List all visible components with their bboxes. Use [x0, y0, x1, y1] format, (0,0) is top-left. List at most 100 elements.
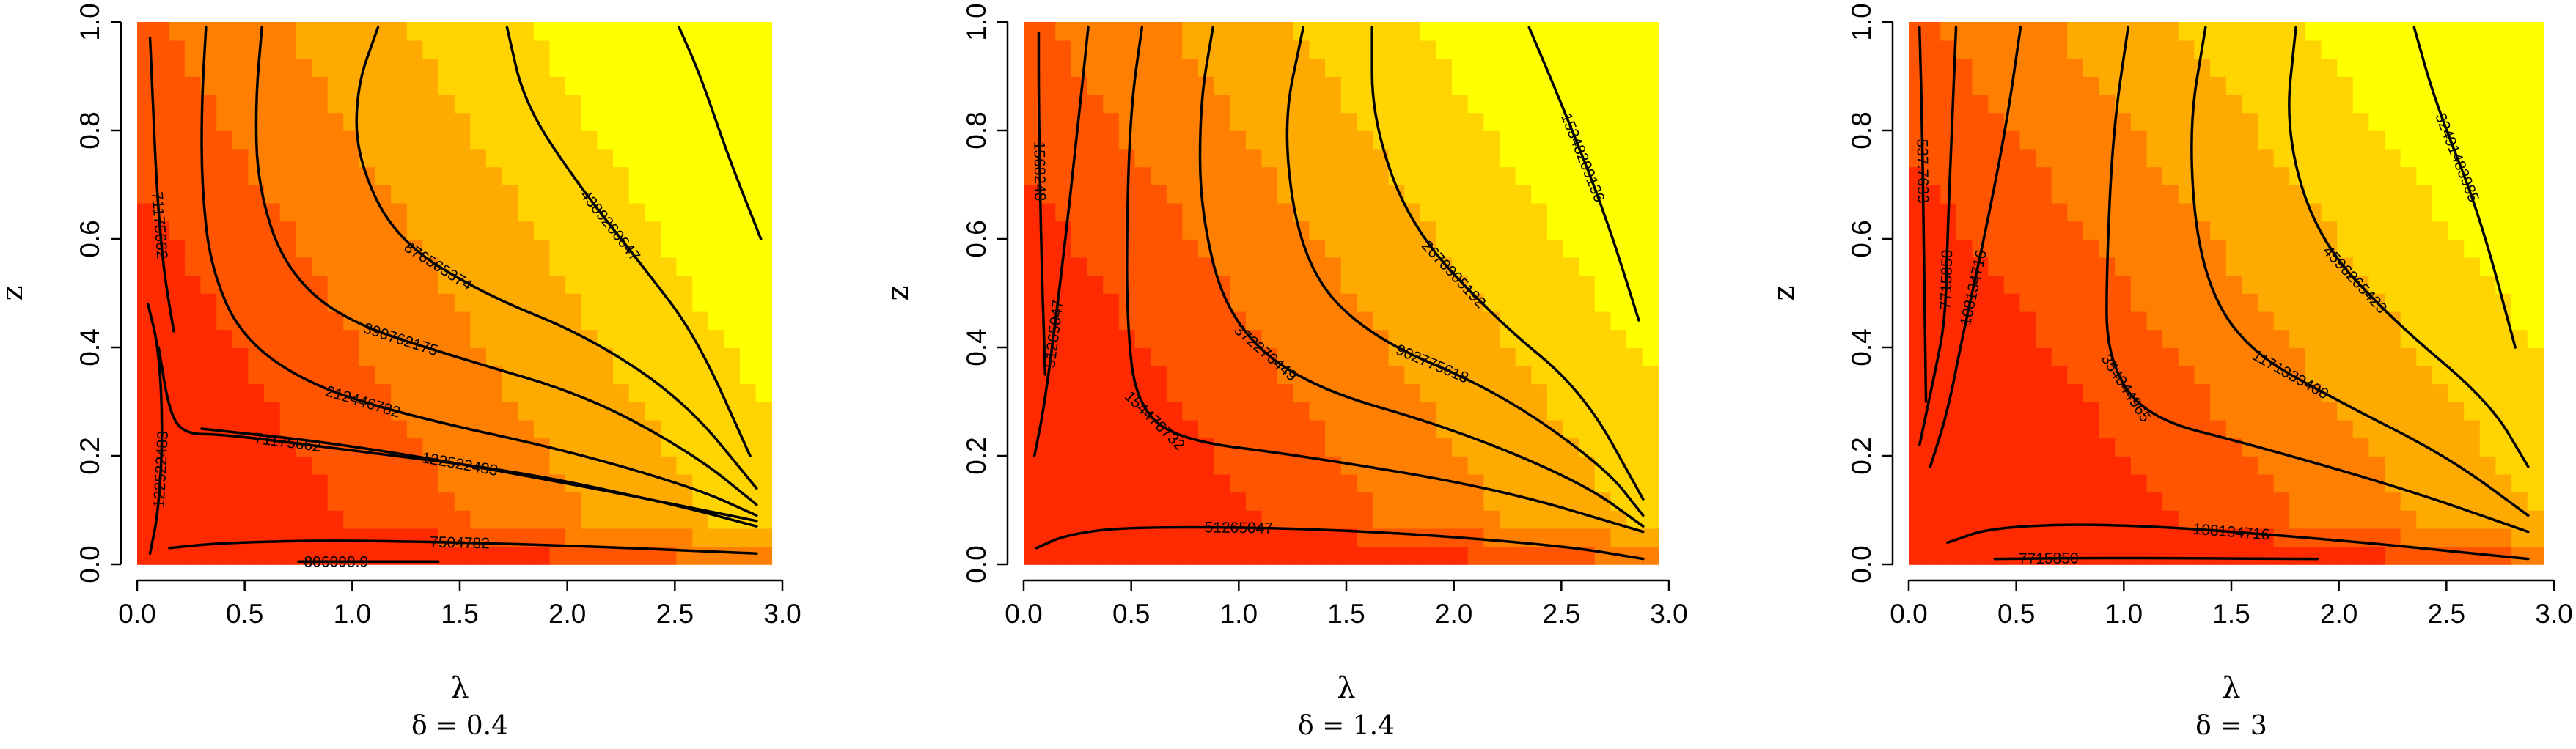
heatmap-cell: [1436, 185, 1453, 204]
heatmap-cell: [2511, 202, 2528, 222]
heatmap-cell: [2242, 221, 2258, 240]
contour-line: [200, 26, 758, 517]
heatmap-cell: [1357, 112, 1373, 131]
heatmap-cell: [2464, 546, 2481, 565]
heatmap-cell: [1972, 202, 1989, 222]
x-tick-label: 2.0: [1435, 599, 1472, 629]
heatmap-cell: [2527, 456, 2544, 475]
heatmap-cell: [137, 528, 154, 547]
heatmap-cell: [1230, 528, 1247, 547]
heatmap-cell: [2257, 148, 2275, 168]
heatmap-cell: [755, 419, 773, 439]
heatmap-cell: [2242, 329, 2258, 348]
heatmap-cell: [200, 492, 217, 511]
heatmap-cell: [470, 473, 487, 493]
heatmap-cell: [248, 402, 265, 421]
heatmap-cell: [1563, 438, 1579, 457]
heatmap-cell: [1340, 275, 1358, 294]
heatmap-cell: [169, 166, 186, 185]
heatmap-cell: [343, 365, 360, 385]
heatmap-cell: [1071, 492, 1088, 511]
heatmap-cell: [2115, 492, 2132, 511]
panel-caption: δ = 1.4: [1298, 711, 1395, 741]
heatmap-cell: [2130, 202, 2148, 222]
heatmap-cell: [2225, 293, 2243, 312]
heatmap-cell: [1372, 293, 1390, 312]
heatmap-cell: [1452, 40, 1469, 59]
heatmap-cell: [1452, 239, 1469, 258]
heatmap-cell: [1071, 221, 1088, 240]
heatmap-cell: [2225, 112, 2243, 131]
heatmap-cell: [1039, 419, 1056, 439]
heatmap-cell: [1404, 76, 1421, 95]
heatmap-cell: [708, 58, 725, 77]
heatmap-cell: [2416, 94, 2433, 114]
heatmap-cell: [1151, 365, 1167, 385]
heatmap-cell: [502, 546, 518, 565]
heatmap-cell: [232, 329, 249, 348]
heatmap-cell: [597, 419, 614, 439]
heatmap-cell: [724, 293, 741, 312]
heatmap-cell: [454, 275, 471, 294]
heatmap-cell: [232, 456, 249, 475]
heatmap-cell: [2067, 528, 2084, 547]
heatmap-cell: [2036, 148, 2052, 168]
heatmap-cell: [2400, 40, 2417, 59]
heatmap-cell: [1245, 76, 1263, 95]
heatmap-cell: [391, 528, 408, 547]
heatmap-cell: [2448, 202, 2465, 222]
heatmap-cell: [1087, 112, 1104, 131]
heatmap-cell: [1087, 148, 1104, 168]
heatmap-cell: [327, 94, 344, 114]
heatmap-cell: [1277, 22, 1294, 41]
heatmap-cell: [1940, 112, 1957, 131]
heatmap-cell: [184, 473, 202, 493]
heatmap-cell: [2225, 22, 2243, 41]
heatmap-cell: [1340, 202, 1358, 222]
heatmap-cell: [2257, 94, 2275, 114]
heatmap-cell: [2400, 528, 2417, 547]
heatmap-cell: [2448, 166, 2465, 185]
heatmap-cell: [2305, 438, 2322, 457]
heatmap-cell: [2178, 202, 2195, 222]
heatmap-cell: [613, 58, 630, 77]
heatmap-cell: [533, 112, 551, 131]
heatmap-cell: [1972, 40, 1989, 59]
heatmap-cell: [2448, 22, 2465, 41]
heatmap-cell: [1103, 130, 1120, 150]
heatmap-cell: [264, 438, 281, 457]
heatmap-cell: [2130, 510, 2148, 529]
heatmap-cell: [1452, 148, 1469, 168]
heatmap-cell: [581, 510, 598, 529]
heatmap-cell: [2242, 185, 2258, 204]
heatmap-cell: [1610, 438, 1627, 457]
heatmap-cell: [1924, 510, 1941, 529]
heatmap-cell: [2003, 94, 2021, 114]
heatmap-cell: [296, 166, 312, 185]
heatmap-cell: [2083, 456, 2100, 475]
heatmap-cell: [724, 58, 741, 77]
heatmap-cell: [1245, 130, 1263, 150]
heatmap-cell: [1166, 22, 1184, 41]
heatmap-cell: [2464, 148, 2481, 168]
heatmap-cell: [1972, 293, 1989, 312]
contour-label: 1568248: [1030, 141, 1048, 201]
heatmap-cell: [1151, 546, 1167, 565]
heatmap-cell: [2067, 130, 2084, 150]
heatmap-cell: [1134, 438, 1151, 457]
heatmap-cell: [1594, 166, 1612, 185]
heatmap-cell: [1546, 202, 1564, 222]
heatmap-cell: [645, 510, 661, 529]
heatmap-cell: [1151, 58, 1167, 77]
contour-line: [157, 346, 758, 528]
heatmap-cell: [1277, 202, 1294, 222]
heatmap-cell: [2416, 546, 2433, 565]
heatmap-cell: [438, 94, 455, 114]
heatmap-cell: [628, 528, 645, 547]
heatmap-cell: [2273, 58, 2290, 77]
heatmap-cell: [2019, 492, 2036, 511]
heatmap-cell: [1293, 528, 1310, 547]
heatmap-cell: [1245, 383, 1263, 402]
heatmap-cell: [1388, 22, 1405, 41]
heatmap-cell: [1103, 492, 1120, 511]
